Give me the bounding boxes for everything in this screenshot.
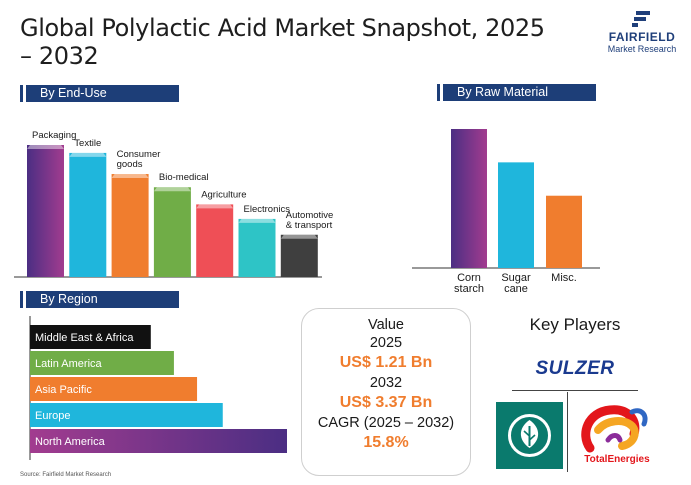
cagr-value: 15.8% — [363, 434, 409, 451]
value-heading: Value — [367, 317, 404, 333]
key-players-divider — [512, 390, 638, 391]
key-players-title: Key Players — [529, 315, 621, 334]
raw-material-label: Corn starch — [454, 272, 484, 295]
end-use-label: Textile — [74, 138, 101, 149]
region-label: North America — [35, 436, 106, 448]
end-use-bar-cap — [238, 218, 276, 223]
end-use-bar-cap — [196, 204, 234, 209]
raw-material-bar — [498, 162, 534, 268]
region-label: Latin America — [35, 358, 103, 370]
region-label: Europe — [35, 410, 70, 422]
raw-material-bar — [546, 195, 582, 268]
end-use-label: Electronics — [244, 204, 291, 215]
cagr-label: CAGR (2025 – 2032) — [317, 415, 455, 431]
raw-material-label: Misc. — [551, 272, 577, 284]
key-players-vertical-divider — [567, 392, 568, 472]
value-year-end: 2032 — [369, 375, 403, 391]
source-note: Source: Fairfield Market Research — [20, 472, 112, 478]
neste-leaf-logo-icon — [496, 402, 563, 469]
fairfield-logo: FAIRFIELD Market Research — [596, 10, 688, 56]
region-label: Middle East & Africa — [35, 332, 134, 344]
page-title: Global Polylactic Acid Market Snapshot, … — [20, 14, 545, 70]
end-use-bar — [69, 152, 107, 277]
raw-material-bar — [451, 129, 487, 268]
raw-material-chart: Corn starch Sugar cane Misc. — [412, 129, 600, 295]
value-start: US$ 1.21 Bn — [339, 354, 433, 371]
totalenergies-logo-icon: TotalEnergies — [572, 400, 662, 470]
end-use-label: Consumer goods — [117, 149, 161, 170]
region-bar — [30, 325, 151, 349]
value-year-start: 2025 — [369, 335, 403, 351]
end-use-bar-cap — [111, 174, 149, 179]
end-use-bar — [280, 234, 318, 277]
region-bar — [30, 351, 174, 375]
end-use-bar — [153, 187, 191, 277]
end-use-bar-cap — [27, 145, 64, 149]
sulzer-logo-icon: SULZER — [535, 358, 615, 379]
end-use-label: Bio-medical — [159, 172, 209, 183]
section-label-raw-material: By Raw Material — [437, 84, 596, 101]
section-label-region: By Region — [20, 291, 179, 308]
market-value-box: Value 2025 US$ 1.21 Bn 2032 US$ 3.37 Bn … — [301, 308, 471, 476]
totalenergies-name: TotalEnergies — [584, 454, 650, 465]
raw-material-label: Sugar cane — [501, 272, 531, 295]
end-use-label: Agriculture — [201, 189, 246, 200]
region-label: Asia Pacific — [35, 384, 92, 396]
end-use-bar-cap — [280, 234, 318, 239]
end-use-bar-cap — [153, 187, 191, 192]
region-bar — [30, 429, 287, 453]
end-use-label: Automotive & transport — [286, 210, 334, 231]
region-bar — [30, 403, 223, 427]
logo-subtitle: Market Research — [607, 44, 677, 54]
end-use-bar-cap — [69, 152, 107, 157]
end-use-bar — [238, 218, 276, 277]
end-use-label: Packaging — [32, 130, 76, 141]
section-label-end-use: By End-Use — [20, 85, 179, 102]
fairfield-logo-icon — [632, 11, 650, 27]
region-bar — [30, 377, 198, 401]
region-chart: Middle East & Africa Latin America Asia Pa… — [29, 316, 287, 460]
end-use-bar — [196, 204, 234, 277]
end-use-bar — [27, 145, 64, 277]
end-use-bar — [111, 174, 149, 277]
value-end: US$ 3.37 Bn — [339, 394, 433, 411]
logo-name: FAIRFIELD — [608, 30, 676, 44]
